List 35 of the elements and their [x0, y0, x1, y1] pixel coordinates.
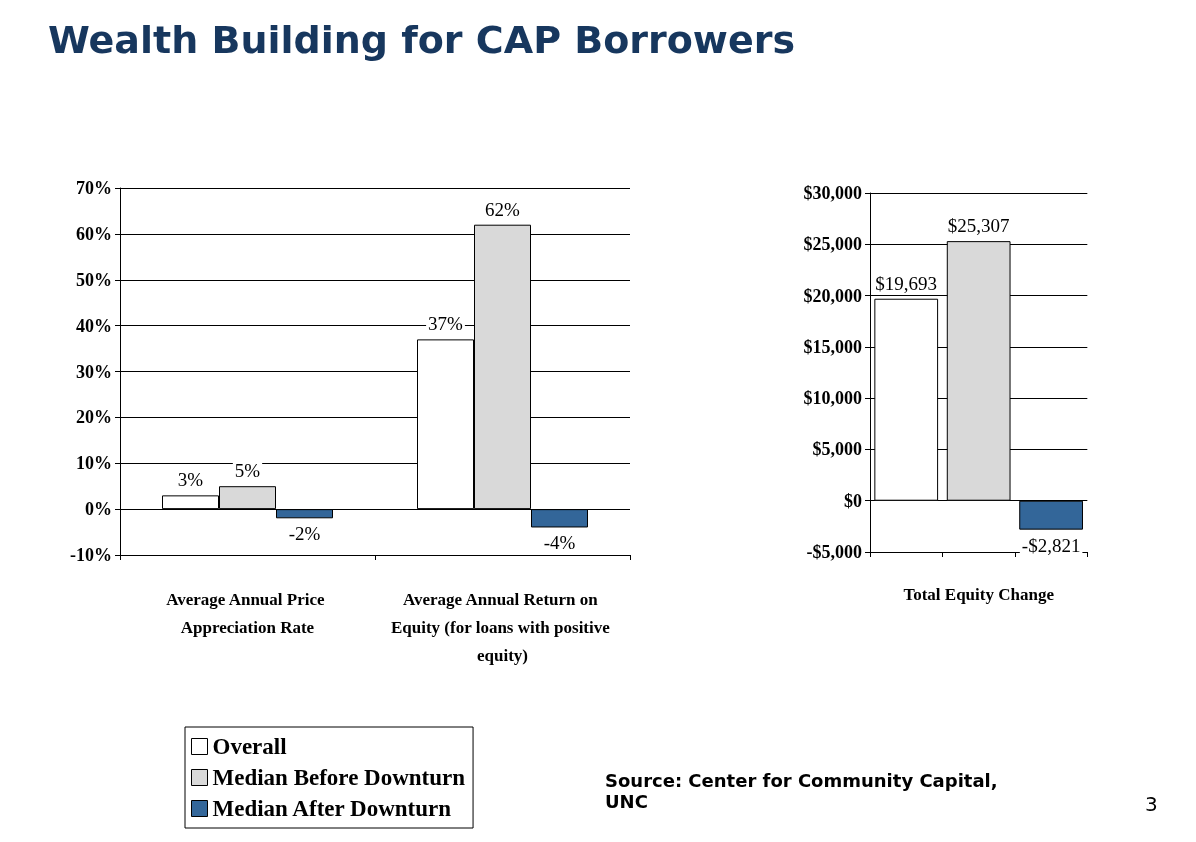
source-note: Source: Center for Community Capital, UNC [605, 770, 999, 812]
x-tick-label: Average Annual Price Appreciation Rate [166, 589, 329, 637]
y-tick-label: -10% [70, 545, 112, 565]
data-label: -$2,821 [1021, 534, 1081, 556]
chart-title: Wealth Building for CAP Borrowers [48, 18, 796, 62]
legend-label: Overall [212, 734, 287, 759]
data-label: $25,307 [947, 215, 1010, 237]
data-label: 5% [234, 460, 261, 482]
data-label: $19,693 [875, 272, 938, 294]
x-tick-label: Total Equity Change [903, 584, 1055, 604]
y-tick-label: 10% [76, 453, 112, 474]
legend-label: Median Before Downturn [212, 765, 466, 790]
y-tick-label: $15,000 [803, 336, 862, 357]
y-tick-label: 60% [76, 223, 112, 244]
y-tick-label: $0 [844, 490, 862, 511]
y-tick-label: 0% [85, 499, 112, 520]
data-label: -4% [543, 532, 576, 554]
y-tick-label: 20% [76, 407, 112, 428]
x-tick-label: Average Annual Return on Equity (for loans with positive equity) [390, 589, 615, 665]
legend-label: Median After Downturn [212, 796, 452, 821]
y-tick-label: 40% [76, 315, 112, 336]
y-tick-label: 30% [76, 361, 112, 382]
y-tick-label: 50% [76, 269, 112, 290]
y-tick-label: $5,000 [812, 439, 862, 460]
data-label: -2% [288, 523, 321, 545]
y-tick-label: -$5,000 [806, 542, 862, 562]
y-tick-label: 70% [76, 178, 112, 198]
data-label: 3% [177, 469, 204, 491]
data-label: 37% [428, 313, 464, 335]
y-tick-label: $25,000 [803, 234, 862, 255]
y-tick-label: $30,000 [803, 183, 862, 203]
y-tick-label: $20,000 [803, 285, 862, 306]
y-tick-label: $10,000 [803, 388, 862, 409]
text: 3 [1145, 792, 1158, 816]
data-label: 62% [485, 198, 521, 220]
